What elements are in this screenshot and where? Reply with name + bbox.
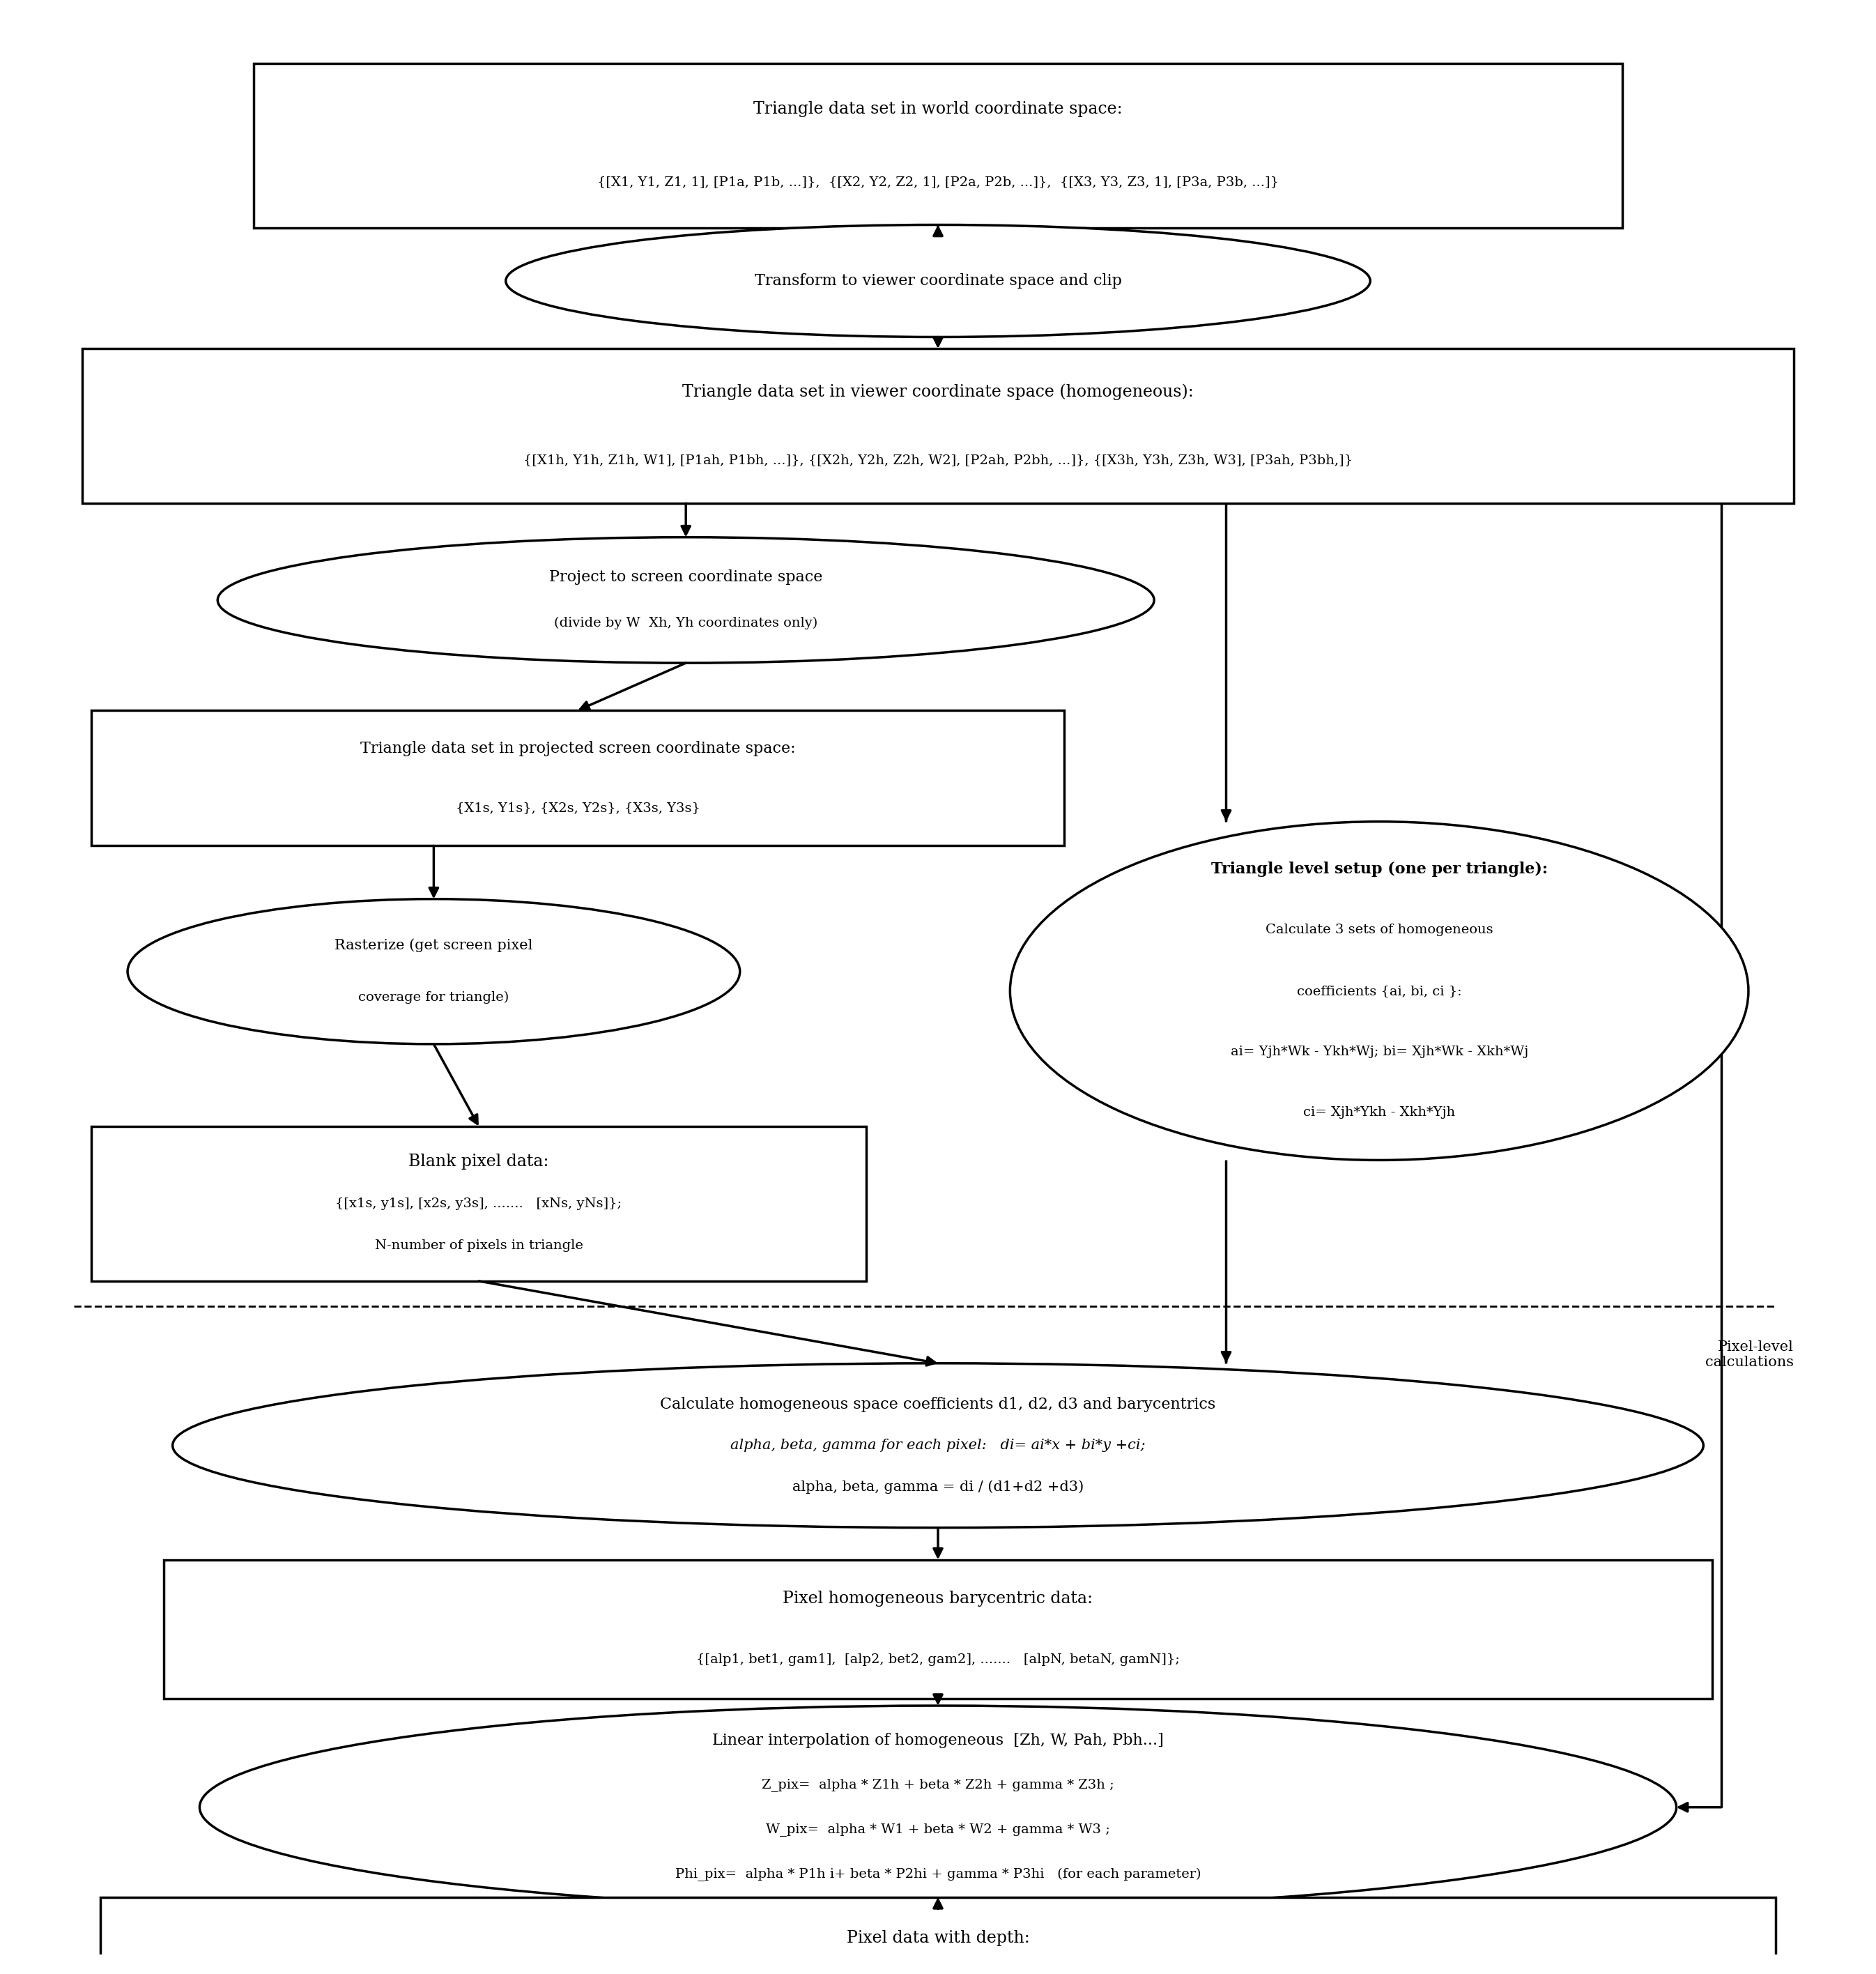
Text: {[alp1, bet1, gam1],  [alp2, bet2, gam2], .......   [alpN, betaN, gamN]};: {[alp1, bet1, gam1], [alp2, bet2, gam2],… bbox=[696, 1654, 1180, 1666]
Text: (divide by W  Xh, Yh coordinates only): (divide by W Xh, Yh coordinates only) bbox=[553, 616, 818, 630]
Text: ci= Xjh*Ykh - Xkh*Yjh: ci= Xjh*Ykh - Xkh*Yjh bbox=[1304, 1107, 1456, 1119]
Text: Transform to viewer coordinate space and clip: Transform to viewer coordinate space and… bbox=[754, 272, 1122, 288]
Text: coefficients {ai, bi, ci }:: coefficients {ai, bi, ci }: bbox=[1296, 985, 1461, 997]
Text: Rasterize (get screen pixel: Rasterize (get screen pixel bbox=[334, 938, 533, 951]
Text: Pixel data with depth:: Pixel data with depth: bbox=[846, 1931, 1030, 1946]
Text: Pixel-level
calculations: Pixel-level calculations bbox=[1705, 1340, 1793, 1368]
Text: Z_pix=  alpha * Z1h + beta * Z2h + gamma * Z3h ;: Z_pix= alpha * Z1h + beta * Z2h + gamma … bbox=[762, 1779, 1114, 1792]
Ellipse shape bbox=[199, 1706, 1677, 1909]
FancyBboxPatch shape bbox=[92, 711, 1064, 845]
Text: coverage for triangle): coverage for triangle) bbox=[358, 991, 508, 1005]
Text: W_pix=  alpha * W1 + beta * W2 + gamma * W3 ;: W_pix= alpha * W1 + beta * W2 + gamma * … bbox=[765, 1822, 1111, 1836]
FancyBboxPatch shape bbox=[163, 1559, 1713, 1700]
FancyBboxPatch shape bbox=[101, 1897, 1775, 1974]
Text: Phi_pix=  alpha * P1h i+ beta * P2hi + gamma * P3hi   (for each parameter): Phi_pix= alpha * P1h i+ beta * P2hi + ga… bbox=[675, 1867, 1201, 1881]
Ellipse shape bbox=[1009, 821, 1748, 1161]
Text: ai= Yjh*Wk - Ykh*Wj; bi= Xjh*Wk - Xkh*Wj: ai= Yjh*Wk - Ykh*Wj; bi= Xjh*Wk - Xkh*Wj bbox=[1231, 1046, 1529, 1058]
FancyBboxPatch shape bbox=[253, 63, 1623, 227]
Text: Blank pixel data:: Blank pixel data: bbox=[409, 1155, 550, 1171]
Ellipse shape bbox=[173, 1364, 1703, 1528]
Text: {X1s, Y1s}, {X2s, Y2s}, {X3s, Y3s}: {X1s, Y1s}, {X2s, Y2s}, {X3s, Y3s} bbox=[456, 801, 700, 813]
Text: alpha, beta, gamma = di / (d1+d2 +d3): alpha, beta, gamma = di / (d1+d2 +d3) bbox=[792, 1480, 1084, 1494]
Text: alpha, beta, gamma for each pixel:   di= ai*x + bi*y +ci;: alpha, beta, gamma for each pixel: di= a… bbox=[730, 1439, 1146, 1453]
Text: Triangle level setup (one per triangle):: Triangle level setup (one per triangle): bbox=[1210, 861, 1548, 876]
Text: {[x1s, y1s], [x2s, y3s], .......   [xNs, yNs]};: {[x1s, y1s], [x2s, y3s], ....... [xNs, y… bbox=[336, 1198, 623, 1210]
Text: Calculate 3 sets of homogeneous: Calculate 3 sets of homogeneous bbox=[1266, 924, 1493, 936]
Text: N-number of pixels in triangle: N-number of pixels in triangle bbox=[375, 1240, 583, 1252]
Text: Linear interpolation of homogeneous  [Zh, W, Pah, Pbh...]: Linear interpolation of homogeneous [Zh,… bbox=[713, 1733, 1163, 1747]
Text: Calculate homogeneous space coefficients d1, d2, d3 and barycentrics: Calculate homogeneous space coefficients… bbox=[660, 1398, 1216, 1411]
FancyBboxPatch shape bbox=[83, 349, 1793, 503]
Text: Triangle data set in projected screen coordinate space:: Triangle data set in projected screen co… bbox=[360, 740, 795, 756]
Text: Pixel homogeneous barycentric data:: Pixel homogeneous barycentric data: bbox=[782, 1591, 1094, 1607]
FancyBboxPatch shape bbox=[92, 1127, 867, 1281]
Ellipse shape bbox=[128, 898, 739, 1044]
Text: {[X1, Y1, Z1, 1], [P1a, P1b, ...]},  {[X2, Y2, Z2, 1], [P2a, P2b, ...]},  {[X3, : {[X1, Y1, Z1, 1], [P1a, P1b, ...]}, {[X2… bbox=[597, 176, 1279, 188]
Ellipse shape bbox=[507, 225, 1369, 338]
Text: Triangle data set in viewer coordinate space (homogeneous):: Triangle data set in viewer coordinate s… bbox=[683, 383, 1193, 401]
Text: {[X1h, Y1h, Z1h, W1], [P1ah, P1bh, ...]}, {[X2h, Y2h, Z2h, W2], [P2ah, P2bh, ...: {[X1h, Y1h, Z1h, W1], [P1ah, P1bh, ...]}… bbox=[523, 454, 1353, 466]
Text: Project to screen coordinate space: Project to screen coordinate space bbox=[550, 570, 822, 584]
Ellipse shape bbox=[218, 537, 1154, 663]
Text: Triangle data set in world coordinate space:: Triangle data set in world coordinate sp… bbox=[754, 101, 1122, 116]
